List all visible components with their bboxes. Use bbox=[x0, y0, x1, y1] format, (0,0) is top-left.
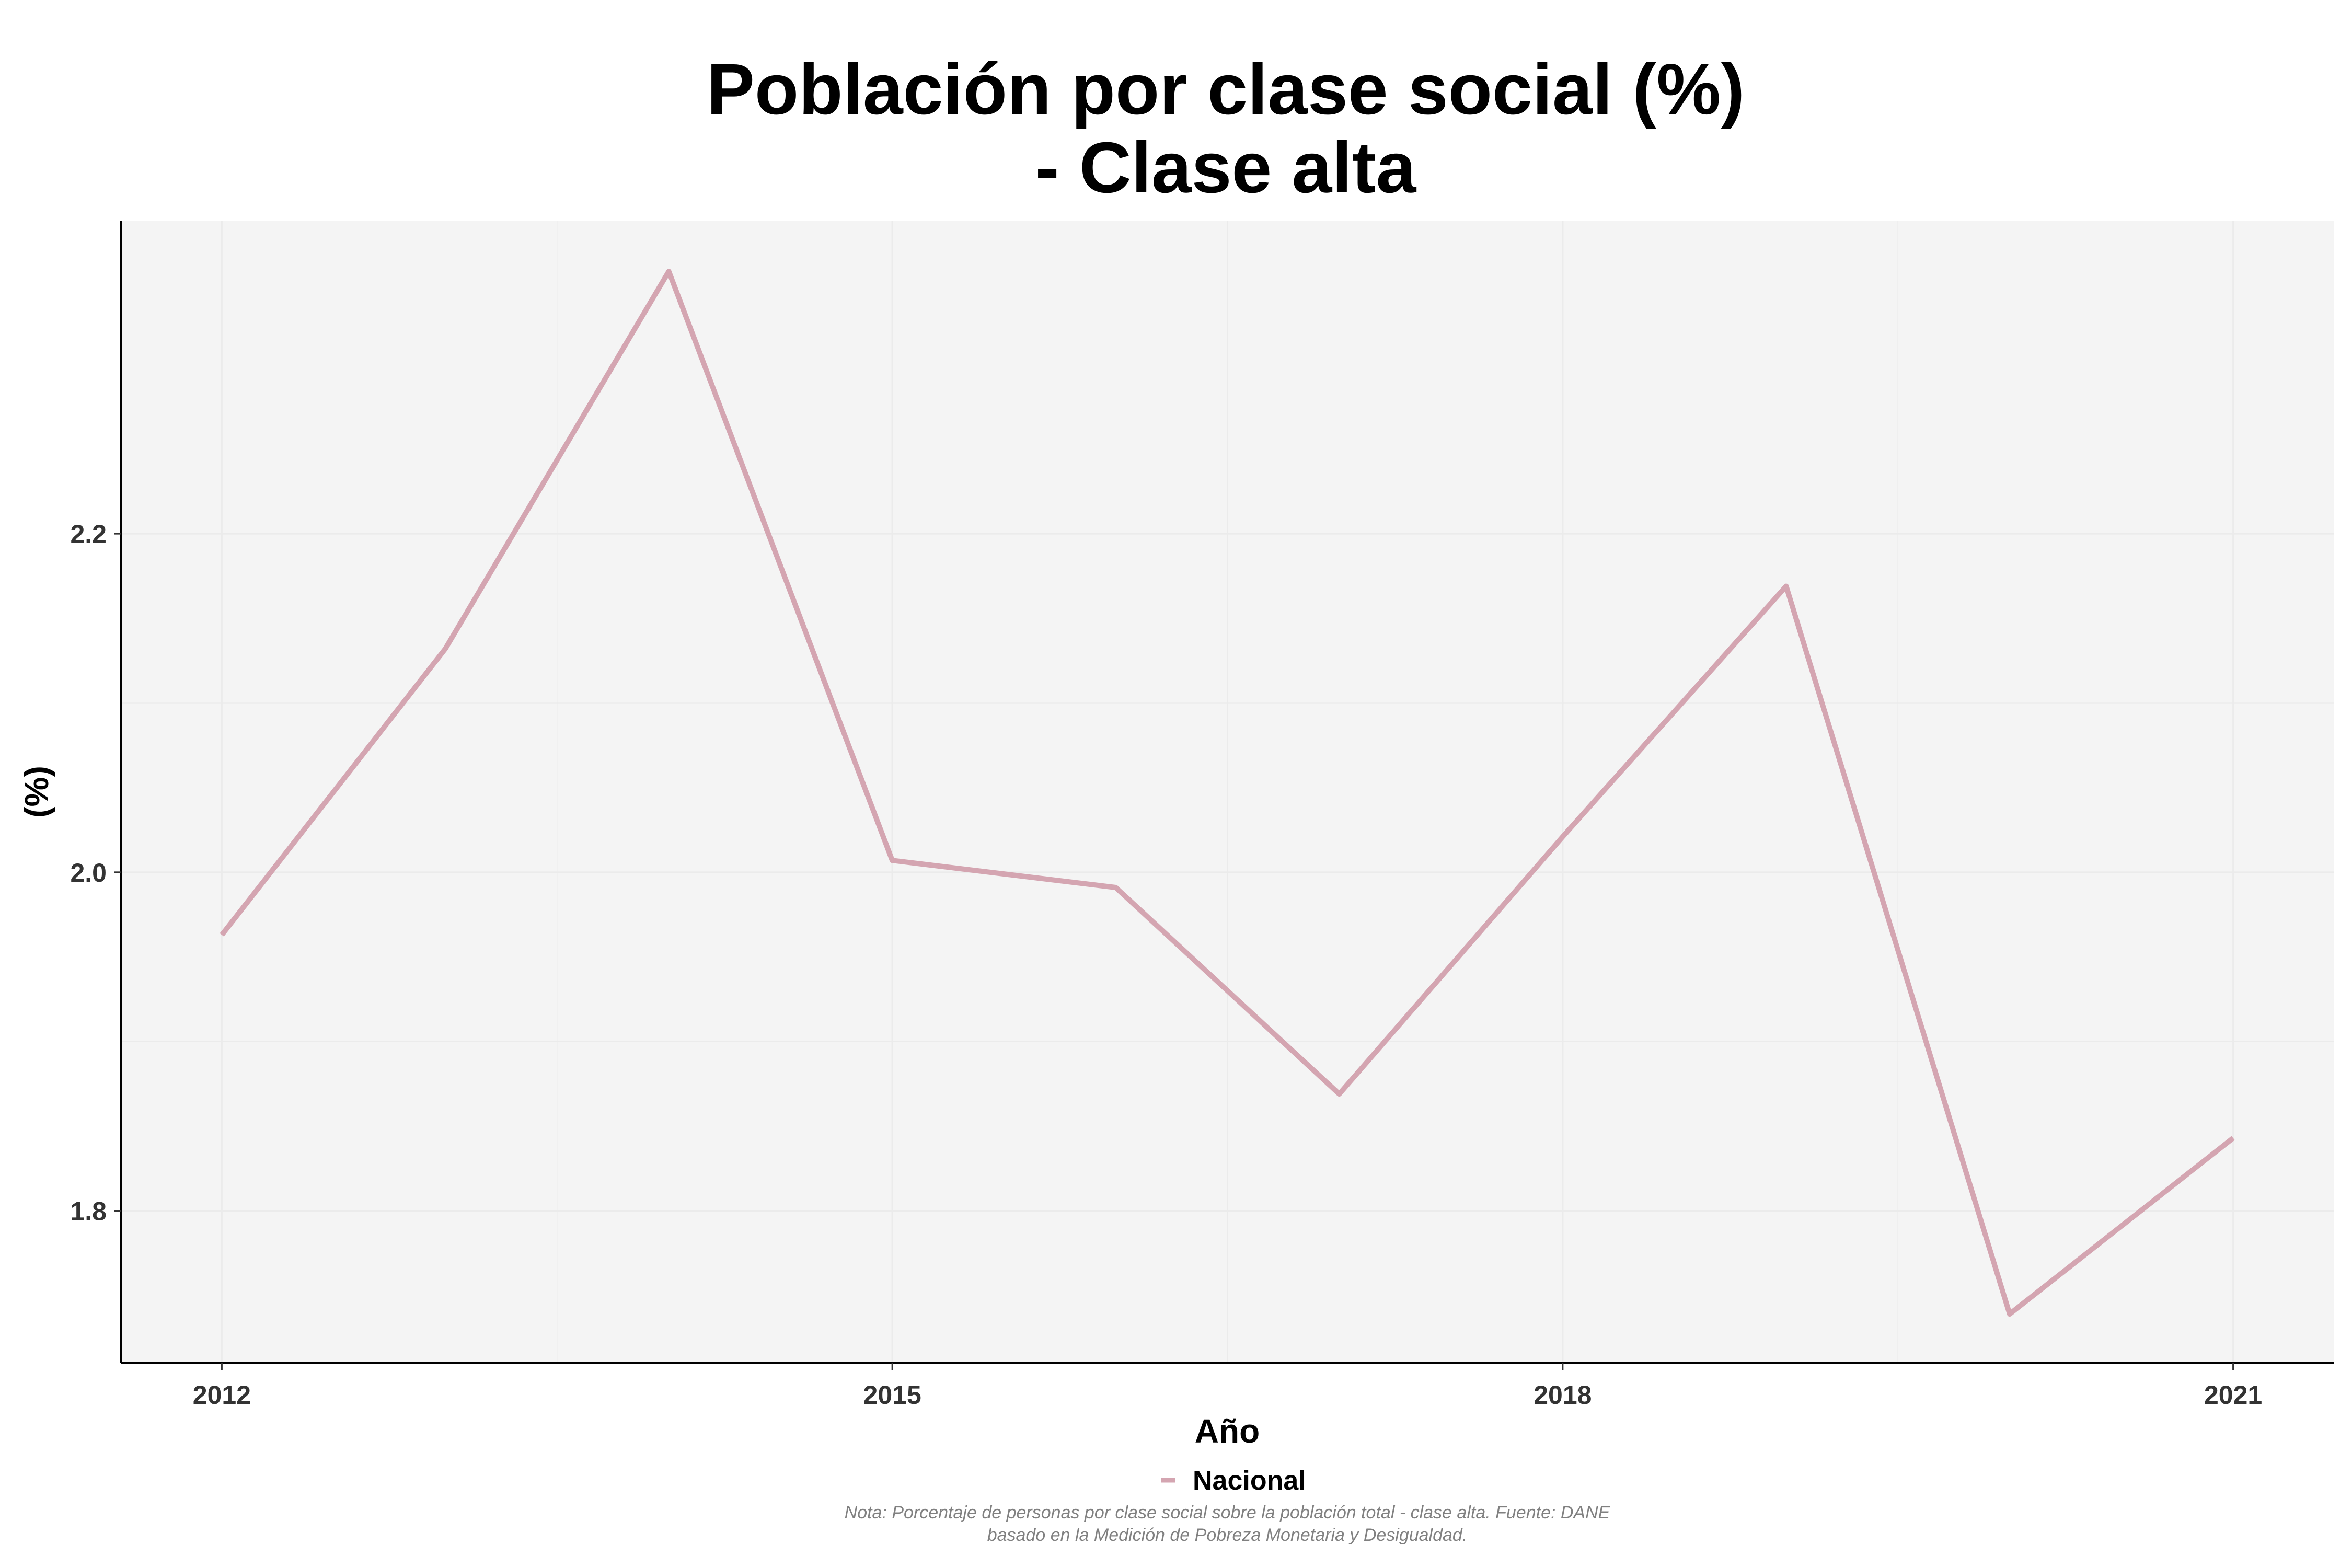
y-tick-label: 2.2 bbox=[70, 520, 107, 549]
y-axis-ticks: 1.8 2.0 2.2 bbox=[70, 520, 121, 1226]
x-axis-title: Año bbox=[1195, 1412, 1260, 1450]
series-line-nacional bbox=[220, 269, 2235, 1317]
legend-label-nacional: Nacional bbox=[1193, 1466, 1306, 1496]
x-tick-label: 2015 bbox=[863, 1380, 921, 1410]
chart-title-line2: - Clase alta bbox=[1035, 128, 1417, 208]
chart-title-line1: Población por clase social (%) bbox=[707, 49, 1745, 130]
y-tick-label: 2.0 bbox=[70, 858, 107, 887]
grid-lines bbox=[121, 221, 2334, 1363]
caption-line1: Nota: Porcentaje de personas por clase s… bbox=[845, 1503, 1610, 1523]
x-tick-label: 2012 bbox=[193, 1380, 251, 1410]
legend: Nacional bbox=[1161, 1466, 1306, 1496]
x-tick-label: 2021 bbox=[2204, 1380, 2262, 1410]
series-layer bbox=[220, 269, 2235, 1317]
x-tick-label: 2018 bbox=[1534, 1380, 1592, 1410]
y-tick-label: 1.8 bbox=[70, 1197, 107, 1226]
x-axis-ticks: 2012 2015 2018 2021 bbox=[193, 1363, 2262, 1410]
caption-line2: basado en la Medición de Pobreza Monetar… bbox=[987, 1525, 1468, 1545]
y-axis-title: (%) bbox=[18, 766, 55, 818]
